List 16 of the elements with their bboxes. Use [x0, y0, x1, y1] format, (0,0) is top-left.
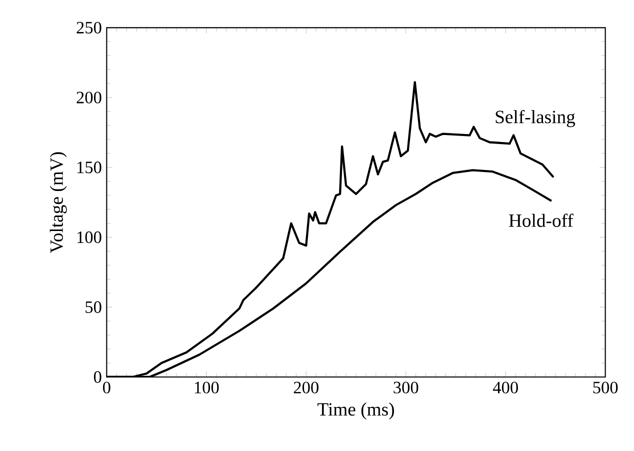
- x-tick-label: 300: [394, 382, 418, 394]
- x-tick-label: 0: [103, 382, 110, 394]
- x-tick-label: 200: [294, 382, 318, 394]
- y-tick-label: 150: [77, 162, 102, 174]
- y-axis-title: Voltage (mV): [50, 152, 67, 254]
- y-tick-label: 250: [76, 22, 102, 34]
- y-tick-label: 100: [77, 231, 102, 244]
- y-tick-label: 200: [76, 92, 102, 104]
- x-tick-label: 500: [593, 382, 618, 394]
- y-tick-label: 50: [86, 301, 102, 313]
- series-label: Self-lasing: [496, 110, 576, 128]
- x-tick-label: 100: [194, 382, 219, 394]
- x-axis-title: Time (ms): [318, 402, 394, 420]
- series-label: Hold-off: [508, 214, 574, 227]
- x-tick-label: 400: [492, 382, 518, 394]
- y-tick-label: 0: [94, 371, 102, 383]
